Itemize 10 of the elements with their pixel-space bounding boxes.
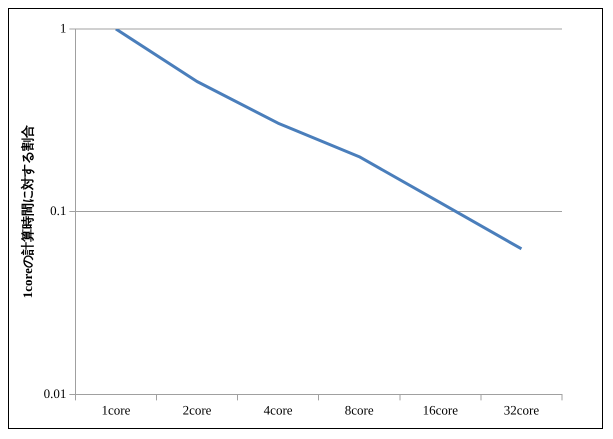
x-tick-label: 2core — [182, 402, 212, 418]
y-tick-label: 1 — [60, 20, 66, 36]
x-tick-label: 1core — [101, 402, 131, 418]
x-tick-label: 16core — [422, 402, 458, 418]
y-axis-title: 1coreの計算時間に対する割合 — [20, 125, 36, 298]
x-tick-label: 8core — [344, 402, 374, 418]
y-tick-label: 0.01 — [44, 386, 66, 401]
x-tick-label: 32core — [504, 402, 540, 418]
x-tick-label: 4core — [264, 402, 293, 418]
y-tick-label: 0.1 — [50, 203, 66, 218]
